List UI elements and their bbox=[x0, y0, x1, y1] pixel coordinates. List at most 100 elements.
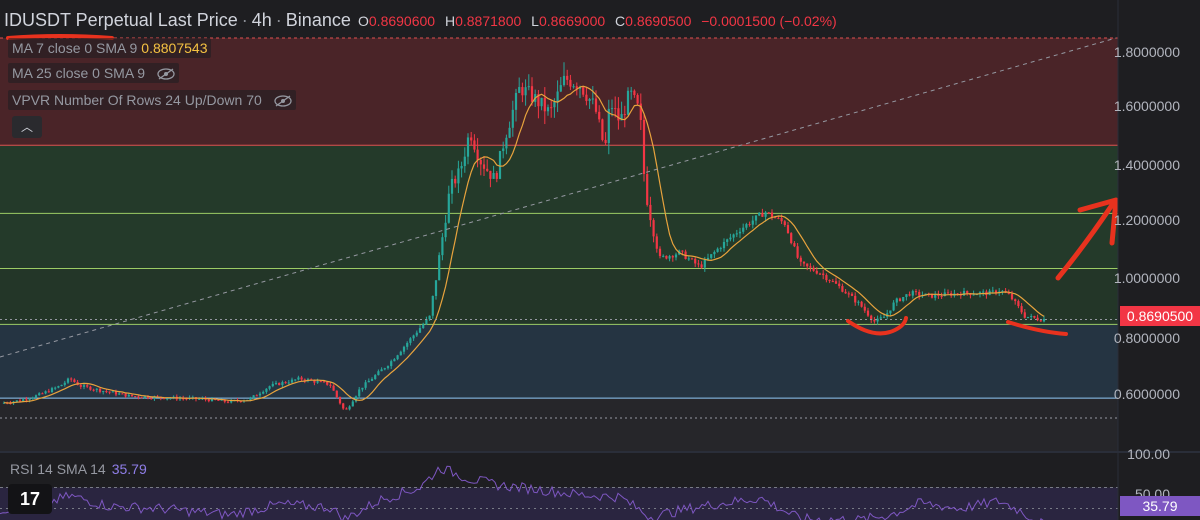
ohlc-readout: O0.8690600 H0.8871800 L0.8669000 C0.8690… bbox=[358, 13, 843, 29]
candle-body bbox=[735, 233, 738, 235]
candle-body bbox=[854, 295, 857, 303]
candle-body bbox=[700, 264, 703, 268]
candle-body bbox=[588, 98, 591, 101]
interval-label[interactable]: 4h bbox=[251, 10, 272, 30]
rsi-legend[interactable]: RSI 14 SMA 14 35.79 bbox=[10, 461, 147, 477]
candle-body bbox=[895, 298, 898, 303]
candle-body bbox=[444, 222, 447, 238]
candle-body bbox=[210, 398, 214, 402]
candle-body bbox=[636, 95, 639, 104]
candle-body bbox=[185, 398, 188, 400]
candle-body bbox=[553, 102, 556, 108]
candle-body bbox=[127, 394, 130, 397]
candle-body bbox=[879, 317, 882, 319]
dashed-trend-line[interactable] bbox=[0, 37, 1117, 358]
candle-body bbox=[594, 98, 598, 112]
candle-body bbox=[633, 90, 636, 96]
collapse-legend-button[interactable]: ︿ bbox=[12, 116, 42, 138]
candle-body bbox=[428, 315, 431, 320]
candle-body bbox=[745, 224, 748, 228]
candle-body bbox=[134, 396, 137, 398]
candle-body bbox=[338, 397, 342, 404]
candle-body bbox=[850, 293, 854, 296]
candle-body bbox=[278, 382, 281, 386]
candle-body bbox=[303, 379, 306, 381]
candle-body bbox=[658, 248, 662, 257]
candle-body bbox=[153, 396, 156, 399]
candle-body bbox=[450, 178, 454, 194]
candle-body bbox=[281, 382, 284, 386]
candle-body bbox=[374, 375, 377, 380]
candle-body bbox=[470, 137, 473, 141]
candle-body bbox=[946, 292, 950, 294]
candle-body bbox=[562, 75, 566, 86]
zone-band bbox=[0, 213, 1118, 269]
hand-drawn-annotations bbox=[6, 34, 1119, 336]
candle-body bbox=[297, 377, 300, 380]
candle-body bbox=[57, 386, 60, 388]
legend-ma7[interactable]: MA 7 close 0 SMA 9 0.8807543 bbox=[8, 38, 212, 58]
candle-body bbox=[1001, 290, 1004, 292]
candle-body bbox=[508, 127, 511, 138]
rsi-label: RSI 14 SMA 14 bbox=[10, 461, 106, 477]
legend-vpvr[interactable]: VPVR Number Of Rows 24 Up/Down 70 bbox=[8, 90, 296, 110]
candle-body bbox=[863, 306, 866, 311]
candle-body bbox=[815, 270, 818, 274]
price-tick: 0.6000000 bbox=[1113, 386, 1180, 402]
candle-body bbox=[354, 396, 358, 402]
zone-band bbox=[0, 268, 1118, 325]
zone-band bbox=[0, 398, 1118, 452]
symbol-title[interactable]: IDUSDT Perpetual Last Price bbox=[4, 10, 238, 30]
candle-body bbox=[764, 212, 767, 217]
candle-body bbox=[124, 393, 127, 397]
candle-body bbox=[396, 355, 399, 360]
price-tick: 1.0000000 bbox=[1113, 270, 1180, 286]
eye-off-icon[interactable] bbox=[157, 68, 175, 80]
candle-body bbox=[729, 237, 732, 240]
eye-off-icon[interactable] bbox=[274, 95, 292, 107]
candle-body bbox=[290, 379, 294, 383]
candle-body bbox=[649, 204, 652, 221]
candle-body bbox=[982, 291, 985, 293]
candle-body bbox=[902, 296, 905, 302]
tradingview-logo[interactable]: 17 bbox=[8, 484, 52, 514]
candle-body bbox=[482, 164, 486, 169]
candle-body bbox=[169, 398, 172, 400]
candle-body bbox=[838, 283, 841, 287]
candle-body bbox=[1033, 315, 1036, 318]
candle-body bbox=[623, 114, 626, 116]
candle-body bbox=[73, 379, 76, 383]
candle-body bbox=[25, 399, 28, 401]
candle-body bbox=[937, 294, 940, 296]
candle-body bbox=[809, 266, 812, 268]
candle-body bbox=[716, 248, 719, 252]
candle-body bbox=[956, 293, 959, 295]
candle-body bbox=[47, 391, 50, 393]
candle-body bbox=[694, 258, 697, 264]
candle-body bbox=[54, 387, 57, 389]
candle-body bbox=[28, 398, 31, 400]
candle-body bbox=[546, 107, 550, 112]
candle-body bbox=[905, 294, 908, 297]
candle-body bbox=[326, 381, 329, 385]
candle-body bbox=[505, 137, 508, 149]
candle-body bbox=[348, 406, 351, 410]
candle-body bbox=[418, 328, 422, 333]
candle-body bbox=[406, 342, 409, 347]
candle-body bbox=[412, 335, 415, 339]
bottom-curve-annotation bbox=[846, 316, 908, 336]
change-value: −0.0001500 (−0.02%) bbox=[701, 13, 837, 29]
candle-body bbox=[316, 381, 319, 383]
candle-body bbox=[409, 338, 412, 343]
candle-body bbox=[914, 291, 918, 293]
candle-body bbox=[604, 139, 607, 144]
legend-ma25[interactable]: MA 25 close 0 SMA 9 bbox=[8, 63, 179, 83]
candle-body bbox=[262, 391, 265, 394]
candle-body bbox=[300, 377, 303, 380]
candle-body bbox=[486, 168, 489, 171]
candle-body bbox=[930, 293, 934, 298]
underline-annotation bbox=[6, 34, 114, 40]
candle-body bbox=[367, 380, 370, 383]
candle-body bbox=[146, 396, 150, 399]
